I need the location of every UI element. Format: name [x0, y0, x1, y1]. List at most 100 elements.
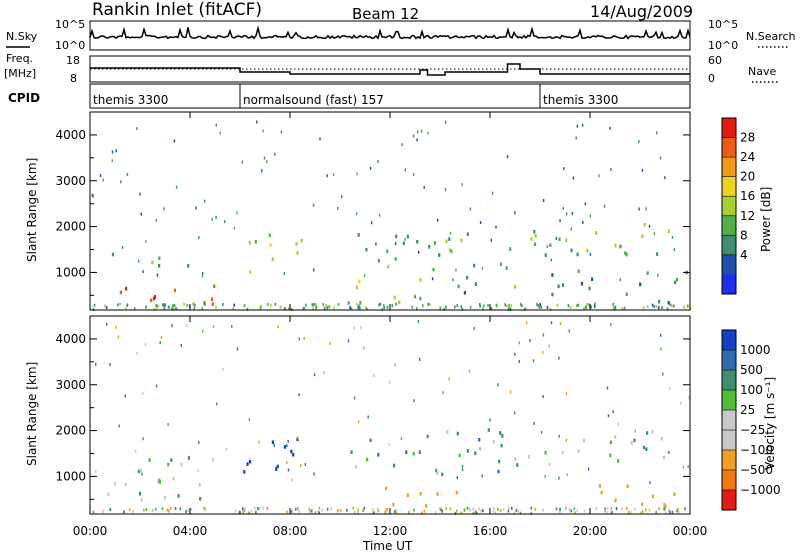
echo-cell: [300, 238, 303, 243]
echo-cell: [667, 509, 670, 512]
echo-cell: [326, 174, 328, 178]
echo-cell: [314, 511, 317, 514]
echo-cell: [187, 264, 190, 268]
echo-cell: [413, 399, 415, 403]
echo-cell: [538, 306, 541, 309]
echo-cell: [514, 211, 516, 215]
echo-cell: [172, 476, 175, 481]
echo-cell: [576, 509, 579, 513]
echo-cell: [625, 252, 628, 257]
echo-cell: [550, 258, 552, 262]
echo-cell: [297, 436, 299, 439]
echo-cell: [151, 260, 154, 265]
echo-cell: [558, 356, 560, 360]
echo-cell: [136, 127, 138, 131]
echo-cell: [311, 303, 314, 307]
echo-cell: [530, 506, 533, 510]
echo-cell: [315, 303, 317, 307]
echo-cell: [569, 305, 572, 309]
echo-cell: [239, 511, 241, 515]
velocity-colorbar-tick-label: −25: [740, 423, 765, 437]
echo-cell: [287, 468, 290, 472]
echo-cell: [412, 173, 415, 177]
velocity-colorbar-tick-label: −500: [740, 463, 773, 477]
echo-cell: [445, 239, 448, 244]
echo-cell: [562, 206, 565, 210]
echo-cell: [305, 303, 307, 307]
echo-cell: [667, 229, 670, 234]
echo-cell: [537, 304, 540, 308]
echo-cell: [559, 219, 561, 223]
echo-cell: [412, 134, 415, 138]
echo-cell: [646, 305, 649, 308]
echo-cell: [202, 272, 204, 276]
echo-cell: [514, 457, 517, 461]
echo-cell: [354, 510, 356, 514]
echo-cell: [427, 302, 429, 306]
echo-cell: [142, 437, 144, 441]
echo-cell: [673, 492, 676, 496]
echo-cell: [363, 346, 365, 350]
echo-cell: [525, 307, 527, 311]
x-tick-label: 04:00: [173, 524, 208, 538]
echo-cell: [383, 306, 385, 309]
echo-cell: [559, 322, 562, 326]
echo-cell: [117, 303, 119, 307]
echo-cell: [530, 237, 533, 241]
echo-cell: [395, 234, 398, 239]
echo-cell: [546, 245, 548, 249]
echo-cell: [487, 428, 490, 432]
echo-cell: [210, 297, 213, 301]
echo-cell: [145, 239, 147, 243]
echo-cell: [614, 435, 617, 439]
echo-cell: [377, 259, 380, 263]
echo-cell: [187, 456, 190, 460]
echo-cell: [126, 173, 129, 176]
echo-cell: [353, 396, 356, 400]
echo-cell: [275, 467, 278, 471]
echo-cell: [683, 305, 686, 309]
echo-cell: [341, 195, 343, 199]
y-tick-label: 2000: [55, 424, 86, 438]
echo-cell: [421, 511, 423, 515]
echo-cell: [519, 302, 522, 306]
echo-cell: [671, 510, 674, 514]
echo-cell: [268, 233, 271, 237]
echo-cell: [542, 199, 545, 202]
echo-cell: [377, 452, 380, 457]
echo-cell: [581, 123, 584, 127]
echo-cell: [350, 450, 353, 454]
echo-cell: [641, 168, 644, 172]
echo-cell: [426, 434, 429, 439]
echo-cell: [241, 507, 244, 511]
echo-cell: [254, 511, 257, 515]
echo-cell: [243, 304, 246, 308]
echo-cell: [365, 247, 368, 252]
echo-cell: [539, 303, 541, 307]
echo-cell: [478, 438, 481, 442]
echo-cell: [466, 232, 469, 236]
echo-cell: [463, 291, 466, 295]
station-title: Rankin Inlet (fitACF): [92, 0, 262, 20]
velocity-panel: 1000 2000 3000 4000 Slant Range [km] 1000 50…: [25, 315, 781, 515]
velocity-colorbar-tick-label: −100: [740, 443, 773, 457]
echo-cell: [262, 506, 264, 510]
echo-cell: [448, 248, 451, 253]
cpid-panel: CPID themis 3300 normalsound (fast) 157 th…: [8, 83, 691, 109]
echo-cell: [215, 305, 217, 309]
echo-cell: [483, 304, 485, 308]
echo-cell: [422, 304, 424, 308]
echo-cell: [139, 491, 142, 496]
echo-cell: [479, 221, 482, 225]
echo-cell: [416, 307, 418, 311]
echo-cell: [258, 440, 260, 444]
x-tick-label: 12:00: [373, 524, 408, 538]
echo-cell: [566, 473, 568, 477]
echo-cell: [625, 507, 628, 510]
velocity-colorbar-label: Velocity [m s⁻¹]: [763, 377, 777, 470]
echo-cell: [332, 173, 335, 177]
echo-cell: [95, 362, 97, 366]
echo-cell: [387, 264, 390, 269]
echo-cell: [664, 506, 666, 510]
echo-cell: [684, 507, 686, 511]
